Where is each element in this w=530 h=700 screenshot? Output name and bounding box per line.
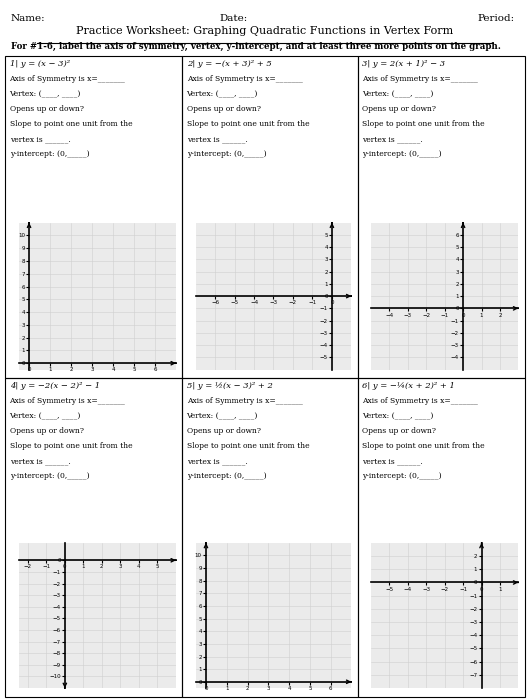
Text: Vertex: (____, ____): Vertex: (____, ____) <box>10 90 81 98</box>
Text: Period:: Period: <box>477 14 514 23</box>
Text: y-intercept: (0,_____): y-intercept: (0,_____) <box>187 150 266 158</box>
Text: Opens up or down?: Opens up or down? <box>10 427 84 435</box>
Text: Vertex: (____, ____): Vertex: (____, ____) <box>187 90 258 98</box>
Text: 1| y = (x − 3)²: 1| y = (x − 3)² <box>10 60 69 68</box>
Text: 2| y = −(x + 3)² + 5: 2| y = −(x + 3)² + 5 <box>187 60 271 68</box>
Text: Vertex: (____, ____): Vertex: (____, ____) <box>10 412 81 420</box>
Text: Axis of Symmetry is x=_______: Axis of Symmetry is x=_______ <box>10 398 126 405</box>
Text: vertex is ______.: vertex is ______. <box>10 136 75 144</box>
Text: y-intercept: (0,_____): y-intercept: (0,_____) <box>10 473 89 480</box>
Text: Slope to point one unit from the: Slope to point one unit from the <box>10 442 132 450</box>
Text: Axis of Symmetry is x=_______: Axis of Symmetry is x=_______ <box>10 76 126 83</box>
Text: y-intercept: (0,_____): y-intercept: (0,_____) <box>187 473 266 480</box>
Text: Slope to point one unit from the: Slope to point one unit from the <box>187 120 309 128</box>
Text: y-intercept: (0,_____): y-intercept: (0,_____) <box>362 150 441 158</box>
Text: Slope to point one unit from the: Slope to point one unit from the <box>10 120 132 128</box>
Text: y-intercept: (0,_____): y-intercept: (0,_____) <box>362 473 441 480</box>
Text: vertex is ______.: vertex is ______. <box>10 458 75 466</box>
Text: Name:: Name: <box>11 14 45 23</box>
Text: Opens up or down?: Opens up or down? <box>187 427 261 435</box>
Text: Slope to point one unit from the: Slope to point one unit from the <box>362 120 484 128</box>
Text: Vertex: (____, ____): Vertex: (____, ____) <box>362 90 434 98</box>
Text: Slope to point one unit from the: Slope to point one unit from the <box>187 442 309 450</box>
Text: Slope to point one unit from the: Slope to point one unit from the <box>362 442 484 450</box>
Text: vertex is ______.: vertex is ______. <box>187 458 252 466</box>
Text: y-intercept: (0,_____): y-intercept: (0,_____) <box>10 150 89 158</box>
Text: Opens up or down?: Opens up or down? <box>187 106 261 113</box>
Text: 6| y = −¼(x + 2)² + 1: 6| y = −¼(x + 2)² + 1 <box>362 382 455 390</box>
Text: Date:: Date: <box>219 14 248 23</box>
Text: 4| y = −2(x − 2)² − 1: 4| y = −2(x − 2)² − 1 <box>10 382 100 390</box>
Text: Opens up or down?: Opens up or down? <box>362 106 436 113</box>
Text: Opens up or down?: Opens up or down? <box>362 427 436 435</box>
Text: vertex is ______.: vertex is ______. <box>187 136 252 144</box>
Text: Axis of Symmetry is x=_______: Axis of Symmetry is x=_______ <box>187 398 303 405</box>
Text: Axis of Symmetry is x=_______: Axis of Symmetry is x=_______ <box>187 76 303 83</box>
Text: Practice Worksheet: Graphing Quadratic Functions in Vertex Form: Practice Worksheet: Graphing Quadratic F… <box>76 26 454 36</box>
Text: Opens up or down?: Opens up or down? <box>10 106 84 113</box>
Text: Vertex: (____, ____): Vertex: (____, ____) <box>362 412 434 420</box>
Text: 3| y = 2(x + 1)² − 3: 3| y = 2(x + 1)² − 3 <box>362 60 445 68</box>
Text: For #1-6, label the axis of symmetry, vertex, y-intercept, and at least three mo: For #1-6, label the axis of symmetry, ve… <box>11 42 500 51</box>
Text: Axis of Symmetry is x=_______: Axis of Symmetry is x=_______ <box>362 398 478 405</box>
Text: vertex is ______.: vertex is ______. <box>362 136 428 144</box>
Text: Vertex: (____, ____): Vertex: (____, ____) <box>187 412 258 420</box>
Text: Axis of Symmetry is x=_______: Axis of Symmetry is x=_______ <box>362 76 478 83</box>
Text: vertex is ______.: vertex is ______. <box>362 458 428 466</box>
Text: 5| y = ½(x − 3)² + 2: 5| y = ½(x − 3)² + 2 <box>187 382 272 390</box>
